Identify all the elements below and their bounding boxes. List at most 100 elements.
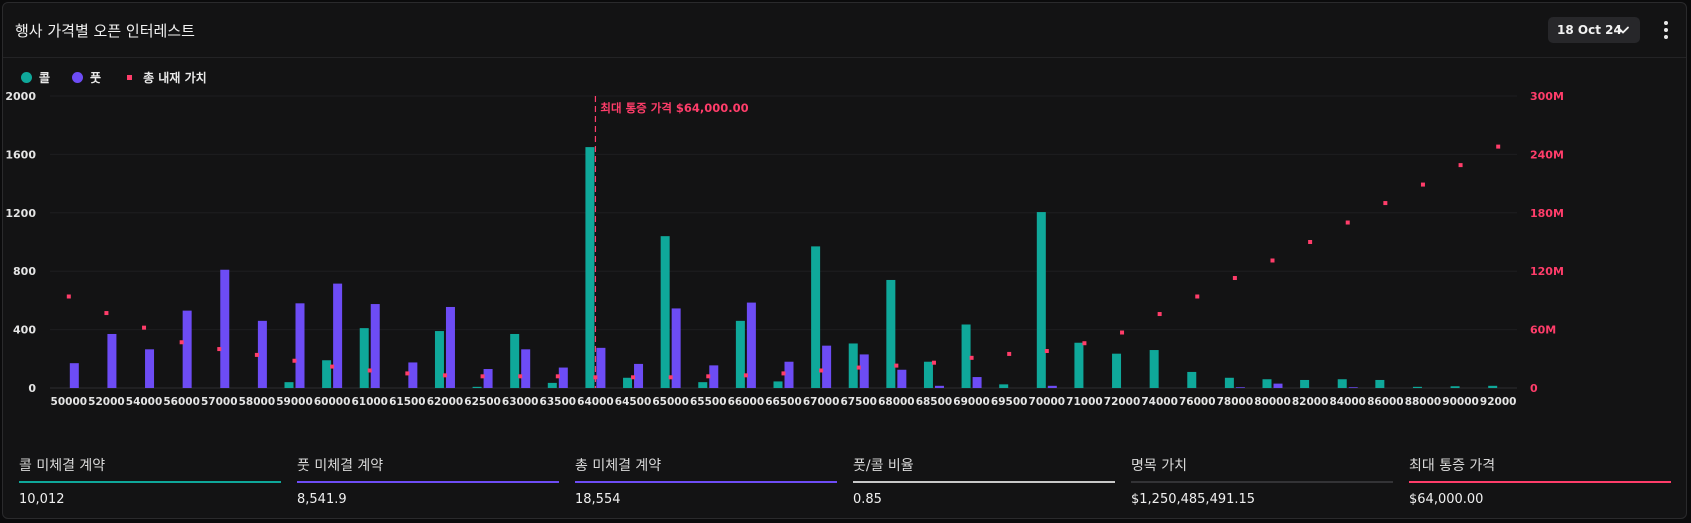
y-left-tick-label: 1200: [5, 207, 36, 220]
put-bar: [897, 369, 907, 388]
x-tick-label: 78000: [1217, 396, 1254, 408]
chart-legend: 콜 풋 총 내재 가치: [21, 68, 207, 86]
x-tick-label: 52000: [88, 396, 125, 408]
intrinsic-value-marker: [254, 352, 259, 357]
call-bar: [773, 381, 783, 388]
call-bar: [923, 361, 933, 388]
x-tick-label: 66000: [728, 396, 765, 408]
open-interest-chart: 0 400 800 1200 1600 2000 0 60M 120M 180M 240M 300M 5…: [5, 90, 1564, 408]
x-tick-label: 76000: [1179, 396, 1216, 408]
put-bar: [257, 320, 267, 388]
x-tick-label: 66500: [765, 396, 802, 408]
put-bar: [1273, 383, 1283, 388]
stat-put-oi-label: 풋 미체결 계약: [297, 458, 384, 474]
stat-put-call-ratio-underline: [853, 481, 1115, 483]
call-bar: [623, 377, 633, 388]
x-tick-label: 56000: [163, 396, 200, 408]
put-bar: [1348, 387, 1358, 388]
intrinsic-value-marker: [1270, 258, 1275, 263]
call-bar: [1262, 379, 1272, 388]
put-bar: [934, 385, 944, 388]
put-bar: [69, 363, 79, 388]
call-bar: [848, 343, 858, 388]
stat-notional-value: 명목 가치 $1,250,485,491.15: [1131, 455, 1393, 507]
intrinsic-value-marker: [668, 375, 673, 380]
call-bar: [735, 320, 745, 388]
legend-put[interactable]: 풋: [72, 69, 101, 86]
intrinsic-value-marker: [856, 365, 861, 370]
intrinsic-value-marker: [894, 363, 899, 368]
intrinsic-value-marker: [931, 360, 936, 365]
stat-call-oi-label: 콜 미체결 계약: [19, 458, 106, 474]
put-bar: [709, 365, 719, 388]
legend-call-label: 콜: [39, 70, 51, 85]
stat-notional-value-underline: [1131, 481, 1393, 483]
intrinsic-value-marker: [142, 325, 147, 330]
more-options-icon[interactable]: [1659, 19, 1673, 41]
stat-notional-value-label: 명목 가치: [1131, 458, 1187, 474]
call-bar: [1036, 212, 1046, 388]
x-tick-label: 63000: [502, 396, 539, 408]
call-bar: [1224, 377, 1234, 388]
call-bar: [472, 386, 482, 388]
date-label: 18 Oct 24: [1557, 23, 1622, 37]
intrinsic-value-marker: [1308, 240, 1313, 244]
intrinsic-value-marker: [1232, 276, 1237, 281]
x-tick-label: 80000: [1254, 396, 1291, 408]
call-bar: [585, 147, 595, 388]
x-tick-label: 50000: [51, 396, 88, 408]
intrinsic-value-marker: [405, 371, 410, 376]
x-tick-label: 60000: [314, 396, 351, 408]
x-tick-label: 82000: [1292, 396, 1329, 408]
legend-intrinsic-label: 총 내재 가치: [143, 70, 207, 85]
y-left-tick-label: 400: [13, 324, 36, 337]
legend-intrinsic[interactable]: 총 내재 가치: [123, 69, 207, 86]
call-bar: [1300, 379, 1310, 388]
put-bar: [220, 269, 230, 388]
put-bar: [333, 283, 343, 388]
card-title: 행사 가격별 오픈 인터레스트: [15, 22, 195, 40]
x-tick-label: 67000: [803, 396, 840, 408]
legend-call-swatch: [21, 71, 32, 83]
intrinsic-value-marker: [1420, 182, 1425, 187]
call-bar: [1149, 350, 1159, 388]
put-bar: [972, 377, 982, 388]
call-bar: [1337, 379, 1347, 388]
intrinsic-value-marker: [104, 311, 109, 316]
x-tick-label: 74000: [1141, 396, 1178, 408]
put-bar: [671, 308, 681, 388]
call-bar: [1488, 385, 1498, 388]
intrinsic-value-marker: [1120, 330, 1125, 335]
max-pain-label: 최대 통증 가격 $64,000.00: [600, 101, 748, 115]
date-selector[interactable]: 18 Oct 24: [1548, 17, 1640, 43]
intrinsic-value-marker: [179, 340, 184, 345]
put-bar: [634, 363, 644, 388]
call-bar: [811, 246, 821, 388]
stat-max-pain-label: 최대 통증 가격: [1409, 458, 1496, 474]
legend-call[interactable]: 콜: [21, 69, 50, 86]
put-bar: [1047, 385, 1057, 388]
stat-total-oi-value: 18,554: [575, 492, 621, 507]
call-bar: [1187, 371, 1197, 388]
stat-put-call-ratio-value: 0.85: [853, 492, 882, 507]
intrinsic-value-marker: [593, 375, 598, 380]
stat-put-oi: 풋 미체결 계약 8,541.9: [297, 455, 559, 507]
legend-put-label: 풋: [90, 70, 102, 85]
intrinsic-value-marker: [1496, 144, 1501, 149]
stat-put-oi-value: 8,541.9: [297, 492, 347, 507]
stat-total-oi-label: 총 미체결 계약: [575, 458, 662, 474]
x-tick-label: 84000: [1329, 396, 1366, 408]
call-bar: [1112, 353, 1122, 388]
call-bar: [322, 360, 332, 388]
intrinsic-value-marker: [555, 374, 560, 379]
intrinsic-value-marker: [631, 375, 636, 380]
x-tick-label: 68500: [916, 396, 953, 408]
put-bar: [558, 367, 568, 388]
intrinsic-value-marker: [217, 347, 222, 352]
stat-call-oi: 콜 미체결 계약 10,012: [19, 455, 281, 507]
put-bar: [107, 333, 117, 388]
put-bar: [295, 303, 305, 388]
x-tick-label: 69000: [953, 396, 990, 408]
x-tick-label: 64000: [577, 396, 614, 408]
